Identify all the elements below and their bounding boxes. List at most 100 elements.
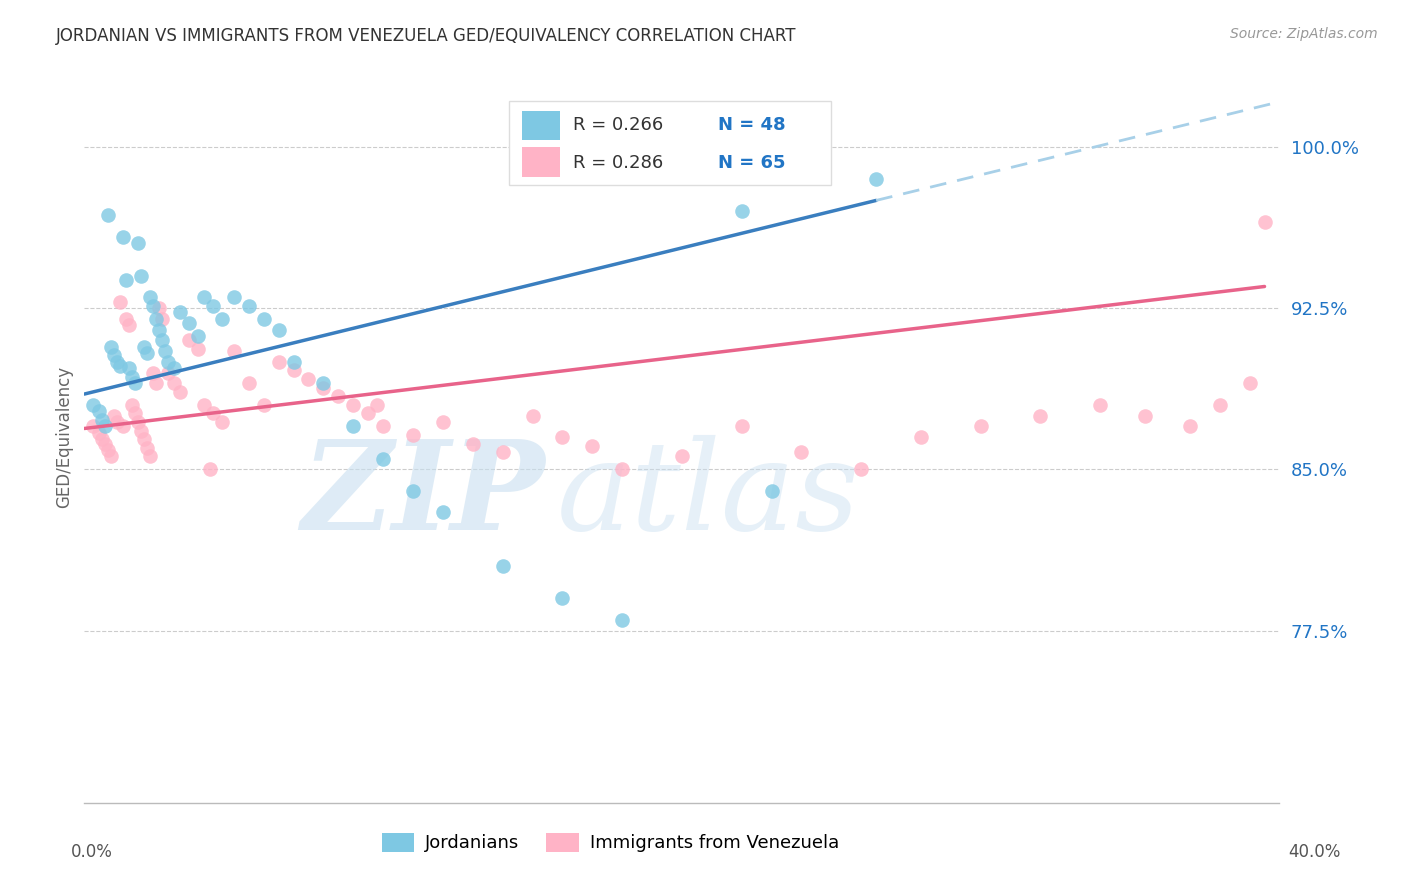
FancyBboxPatch shape <box>509 101 831 185</box>
Point <box>297 372 319 386</box>
Text: N = 48: N = 48 <box>718 117 786 135</box>
Point <box>267 322 290 336</box>
Point <box>177 316 200 330</box>
Point <box>1253 215 1275 229</box>
Point <box>201 299 224 313</box>
Point <box>100 340 122 354</box>
Point <box>129 268 152 283</box>
Point <box>312 376 335 391</box>
Point <box>522 409 544 423</box>
Point <box>432 505 454 519</box>
Text: 0.0%: 0.0% <box>70 843 112 861</box>
Point <box>100 450 122 464</box>
Point <box>91 432 114 446</box>
Point <box>89 404 111 418</box>
Point <box>89 425 111 440</box>
Point <box>761 483 783 498</box>
Point <box>136 346 159 360</box>
Point <box>222 290 245 304</box>
Point <box>97 442 120 457</box>
Point <box>731 204 754 219</box>
Point <box>103 348 125 362</box>
Point <box>267 355 290 369</box>
FancyBboxPatch shape <box>522 111 560 140</box>
Point <box>357 406 380 420</box>
Point <box>118 361 141 376</box>
Point <box>187 342 209 356</box>
Point <box>373 419 395 434</box>
Point <box>94 436 117 450</box>
Point <box>612 613 634 627</box>
Point <box>283 363 305 377</box>
Point <box>163 361 186 376</box>
Y-axis label: GED/Equivalency: GED/Equivalency <box>55 366 73 508</box>
Point <box>110 359 132 373</box>
Point <box>127 236 149 251</box>
Point <box>373 451 395 466</box>
Point <box>1178 419 1201 434</box>
Point <box>132 340 156 354</box>
Point <box>121 398 143 412</box>
Text: JORDANIAN VS IMMIGRANTS FROM VENEZUELA GED/EQUIVALENCY CORRELATION CHART: JORDANIAN VS IMMIGRANTS FROM VENEZUELA G… <box>56 27 797 45</box>
Point <box>127 415 149 429</box>
Point <box>139 290 162 304</box>
Point <box>790 445 813 459</box>
Point <box>136 441 159 455</box>
Legend: Jordanians, Immigrants from Venezuela: Jordanians, Immigrants from Venezuela <box>374 826 846 860</box>
Point <box>157 366 180 380</box>
Point <box>121 369 143 384</box>
Point <box>1090 398 1112 412</box>
Point <box>211 415 233 429</box>
Point <box>145 376 167 391</box>
FancyBboxPatch shape <box>522 147 560 177</box>
Point <box>139 450 162 464</box>
Point <box>551 430 574 444</box>
Point <box>91 413 114 427</box>
Point <box>163 376 186 391</box>
Point <box>118 318 141 333</box>
Point <box>177 333 200 347</box>
Point <box>132 432 156 446</box>
Point <box>112 419 135 434</box>
Point <box>402 428 425 442</box>
Point <box>238 376 260 391</box>
Point <box>253 398 276 412</box>
Point <box>461 436 484 450</box>
Point <box>342 398 364 412</box>
Point <box>110 294 132 309</box>
Point <box>105 355 128 369</box>
Point <box>115 311 138 326</box>
Point <box>402 483 425 498</box>
Text: Source: ZipAtlas.com: Source: ZipAtlas.com <box>1230 27 1378 41</box>
Point <box>187 329 209 343</box>
Point <box>157 355 180 369</box>
Point <box>148 301 170 315</box>
Text: R = 0.286: R = 0.286 <box>574 153 664 172</box>
Point <box>169 305 191 319</box>
Point <box>82 398 104 412</box>
Point <box>169 384 191 399</box>
Point <box>153 344 176 359</box>
Point <box>129 424 152 438</box>
Point <box>148 322 170 336</box>
Point <box>492 445 515 459</box>
Point <box>1239 376 1261 391</box>
Text: N = 65: N = 65 <box>718 153 786 172</box>
Point <box>198 462 221 476</box>
Point <box>112 230 135 244</box>
Text: R = 0.266: R = 0.266 <box>574 117 664 135</box>
Point <box>105 415 128 429</box>
Point <box>581 439 603 453</box>
Point <box>328 389 350 403</box>
Point <box>222 344 245 359</box>
Point <box>82 419 104 434</box>
Point <box>201 406 224 420</box>
Point <box>1209 398 1232 412</box>
Point <box>312 381 335 395</box>
Point <box>211 311 233 326</box>
Point <box>238 299 260 313</box>
Point <box>145 311 167 326</box>
Point <box>124 406 146 420</box>
Point <box>851 462 873 476</box>
Point <box>970 419 993 434</box>
